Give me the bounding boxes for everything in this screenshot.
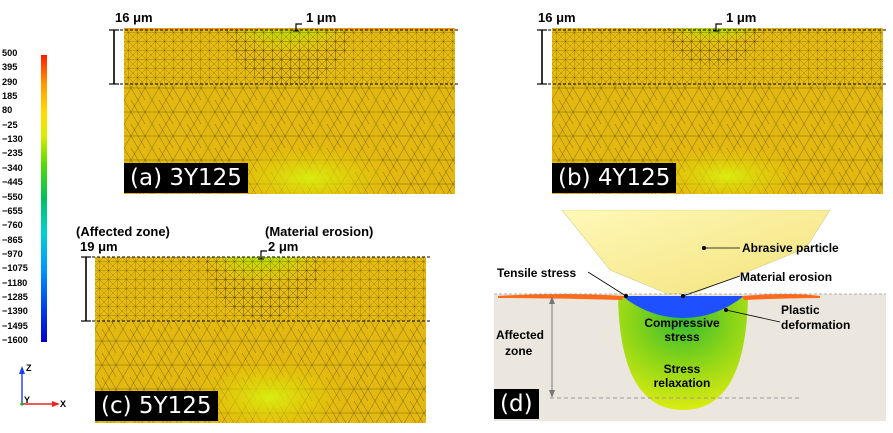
axis-y-label: Y xyxy=(24,395,31,405)
panel-c-dimensions xyxy=(81,250,432,322)
colorbar-tick-label: −760 xyxy=(2,220,23,231)
panel-c-erosion-label: (Material erosion) xyxy=(265,224,374,239)
panel-a-erosion: 1 μm xyxy=(306,10,337,25)
panel-b-dimensions xyxy=(537,23,888,85)
label-compressive: Compressive xyxy=(644,316,720,330)
label-plastic: Plastic xyxy=(781,303,820,317)
panel-c-label: (c) 5Y125 xyxy=(95,391,218,421)
colorbar-tick-label: −1180 xyxy=(2,277,28,288)
axis-triad xyxy=(19,366,60,407)
colorbar-tick-label: 395 xyxy=(2,62,18,73)
abrasive-particle xyxy=(561,210,831,295)
colorbar-tick-label: −550 xyxy=(2,191,23,202)
colorbar-tick-label: −445 xyxy=(2,177,23,188)
label-material-erosion: Material erosion xyxy=(740,270,833,284)
panel-c-depth: 19 μm xyxy=(80,239,118,254)
compressive-cap xyxy=(622,296,744,318)
colorbar-tick-label: −1075 xyxy=(2,263,28,274)
colorbar-tick-label: −130 xyxy=(2,134,23,145)
colorbar-tick-label: 80 xyxy=(2,105,13,116)
colorbar-tick-label: 290 xyxy=(2,76,18,87)
colorbar-tick-label: −25 xyxy=(2,119,18,130)
tensile-left xyxy=(498,294,624,300)
schematic-d xyxy=(494,210,886,421)
panel-c xyxy=(95,257,426,423)
label-stress: Stress xyxy=(663,362,701,376)
colorbar xyxy=(0,52,60,347)
tensile-right xyxy=(742,294,820,300)
affected-zone-shape xyxy=(618,296,748,410)
colorbar-tick-label: −655 xyxy=(2,205,23,216)
colorbar-tick-label: 500 xyxy=(2,48,18,58)
panel-a-depth: 16 μm xyxy=(115,10,153,25)
axis-x-label: X xyxy=(60,399,67,409)
label-abrasive-particle: Abrasive particle xyxy=(742,241,839,255)
panel-b-erosion: 1 μm xyxy=(726,10,757,25)
colorbar-tick-label: −1600 xyxy=(2,335,28,345)
label-zone: zone xyxy=(505,344,533,358)
label-relaxation: relaxation xyxy=(653,376,711,390)
panel-b-depth: 16 μm xyxy=(538,10,576,25)
label-compressive-stress: stress xyxy=(664,330,700,344)
panel-c-erosion: 2 μm xyxy=(268,239,299,254)
label-deformation: deformation xyxy=(781,318,851,332)
panel-d-label: (d) xyxy=(494,389,539,419)
axis-z-label: Z xyxy=(26,363,32,373)
colorbar-tick-label: −1285 xyxy=(2,291,28,302)
colorbar-tick-label: −865 xyxy=(2,234,23,245)
colorbar-gradient xyxy=(41,55,47,342)
panel-b-label: (b) 4Y125 xyxy=(552,163,677,193)
panel-c-affected-label: (Affected zone) xyxy=(76,224,170,239)
colorbar-tick-label: −970 xyxy=(2,248,23,259)
label-tensile-stress: Tensile stress xyxy=(497,266,577,280)
colorbar-tick-label: −340 xyxy=(2,162,23,173)
colorbar-tick-label: 185 xyxy=(2,91,18,102)
panel-a-dimensions xyxy=(109,23,460,85)
label-affected: Affected xyxy=(496,328,545,342)
panel-a-label: (a) 3Y125 xyxy=(124,163,248,193)
colorbar-tick-label: −1495 xyxy=(2,320,28,331)
colorbar-tick-label: −235 xyxy=(2,148,23,159)
colorbar-tick-label: −1390 xyxy=(2,306,28,317)
